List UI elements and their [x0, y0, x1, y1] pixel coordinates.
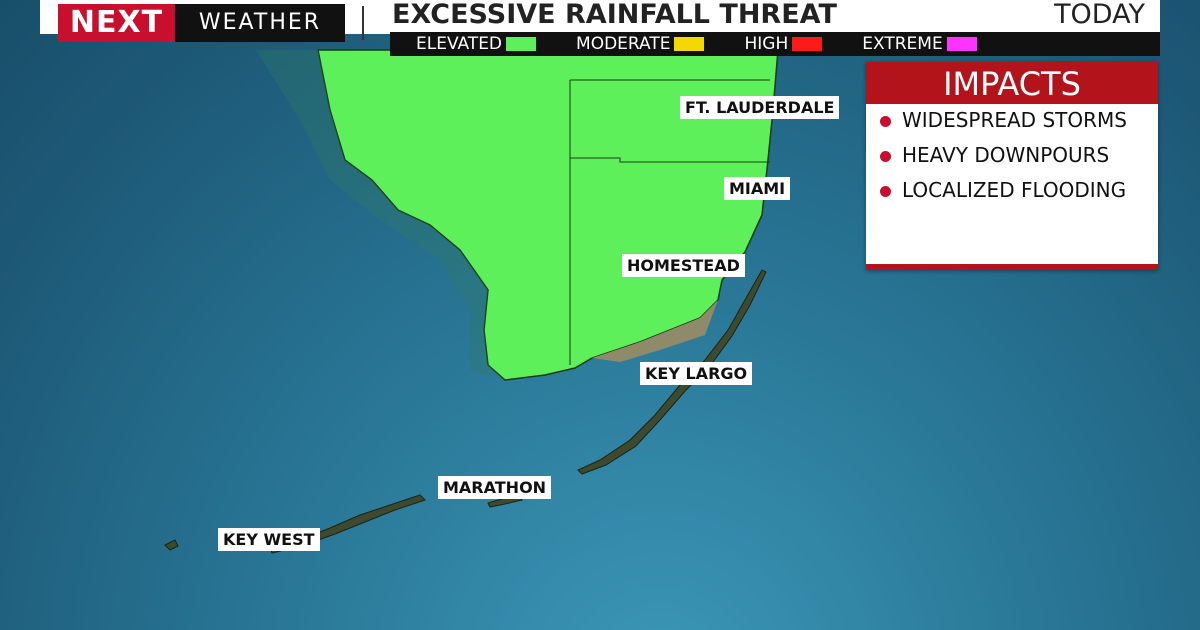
legend-swatch — [506, 37, 537, 51]
florida-land — [317, 49, 779, 381]
city-label: MIAMI — [724, 177, 791, 200]
impacts-footer — [866, 264, 1158, 270]
impact-item: HEAVY DOWNPOURS — [880, 145, 1132, 166]
impacts-list: WIDESPREAD STORMS HEAVY DOWNPOURS LOCALIZE… — [866, 104, 1158, 201]
impacts-panel: IMPACTS WIDESPREAD STORMS HEAVY DOWNPOURS… — [866, 62, 1158, 270]
legend-item: MODERATE — [576, 34, 705, 54]
legend-label: ELEVATED — [416, 34, 503, 54]
impact-item: LOCALIZED FLOODING — [880, 180, 1132, 201]
brand-name: WEATHER — [175, 4, 345, 42]
impact-item: WIDESPREAD STORMS — [880, 110, 1132, 131]
legend-label: EXTREME — [862, 34, 943, 54]
legend-label: HIGH — [744, 34, 789, 54]
city-label: FT. LAUDERDALE — [680, 96, 840, 119]
city-label: MARATHON — [438, 476, 552, 499]
county-lines — [569, 79, 770, 365]
legend-swatch — [792, 37, 823, 51]
legend-swatch — [674, 37, 705, 51]
legend: ELEVATED MODERATE HIGH EXTREME — [390, 32, 1160, 56]
legend-item: HIGH — [744, 34, 823, 54]
title: EXCESSIVE RAINFALL THREAT — [392, 0, 837, 30]
timeframe: TODAY — [1054, 0, 1145, 30]
coastal-shelf — [256, 50, 505, 380]
legend-swatch — [946, 37, 977, 51]
legend-item: EXTREME — [862, 34, 977, 54]
impacts-title: IMPACTS — [866, 62, 1158, 104]
brand-logo: NEXT — [58, 4, 175, 42]
city-label: KEY WEST — [218, 528, 320, 551]
separator — [362, 6, 364, 40]
florida-bay — [592, 300, 718, 362]
city-label: HOMESTEAD — [622, 254, 745, 277]
city-label: KEY LARGO — [640, 362, 753, 385]
legend-item: ELEVATED — [416, 34, 537, 54]
legend-label: MODERATE — [576, 34, 671, 54]
